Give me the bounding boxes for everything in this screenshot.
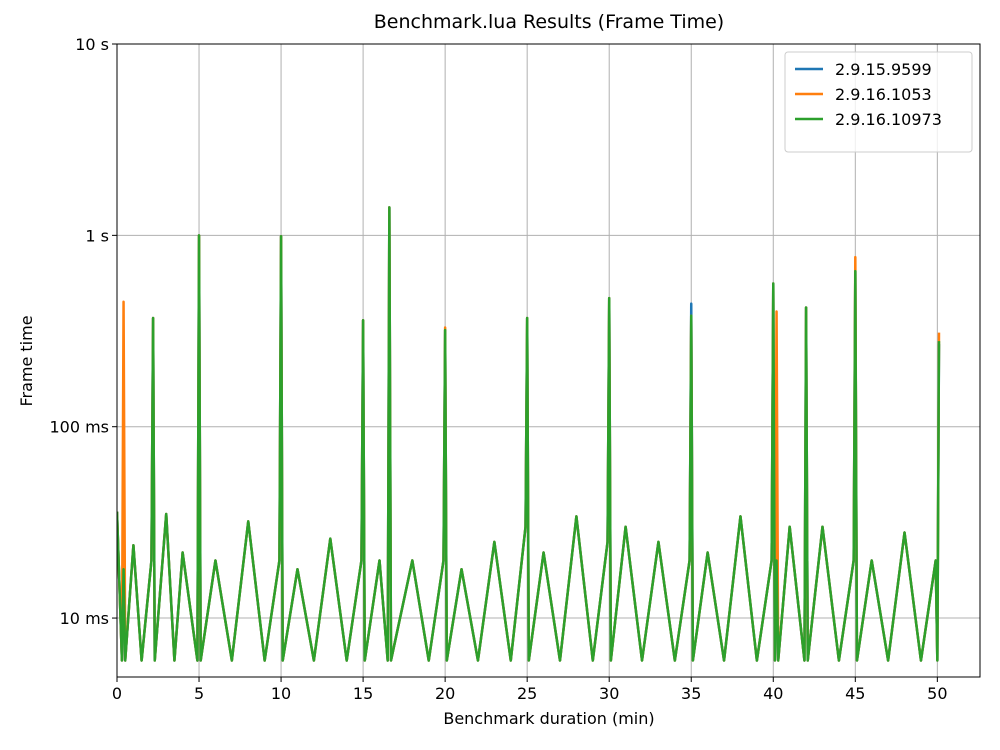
x-axis-label: Benchmark duration (min) <box>443 709 654 728</box>
x-tick-label: 20 <box>435 684 455 703</box>
series-line <box>117 206 941 662</box>
plot-frame <box>116 43 981 678</box>
x-tick-label: 35 <box>681 684 701 703</box>
x-tick-label: 40 <box>763 684 783 703</box>
legend-label: 2.9.16.10973 <box>835 110 942 129</box>
chart-title: Benchmark.lua Results (Frame Time) <box>374 11 724 33</box>
y-tick-label: 10 s <box>75 35 109 54</box>
x-tick-label: 30 <box>599 684 619 703</box>
x-tick-label: 50 <box>927 684 947 703</box>
x-tick-label: 0 <box>112 684 122 703</box>
legend-label: 2.9.15.9599 <box>835 60 932 79</box>
legend-label: 2.9.16.1053 <box>835 85 932 104</box>
y-tick-label: 100 ms <box>49 418 109 437</box>
y-tick-label: 10 ms <box>60 609 109 628</box>
x-tick-label: 25 <box>517 684 537 703</box>
y-axis-label: Frame time <box>17 315 36 406</box>
x-tick-label: 45 <box>845 684 865 703</box>
legend-box <box>784 51 973 153</box>
x-tick-label: 10 <box>271 684 291 703</box>
x-tick-label: 5 <box>194 684 204 703</box>
x-tick-label: 15 <box>353 684 373 703</box>
y-tick-label: 1 s <box>85 226 109 245</box>
